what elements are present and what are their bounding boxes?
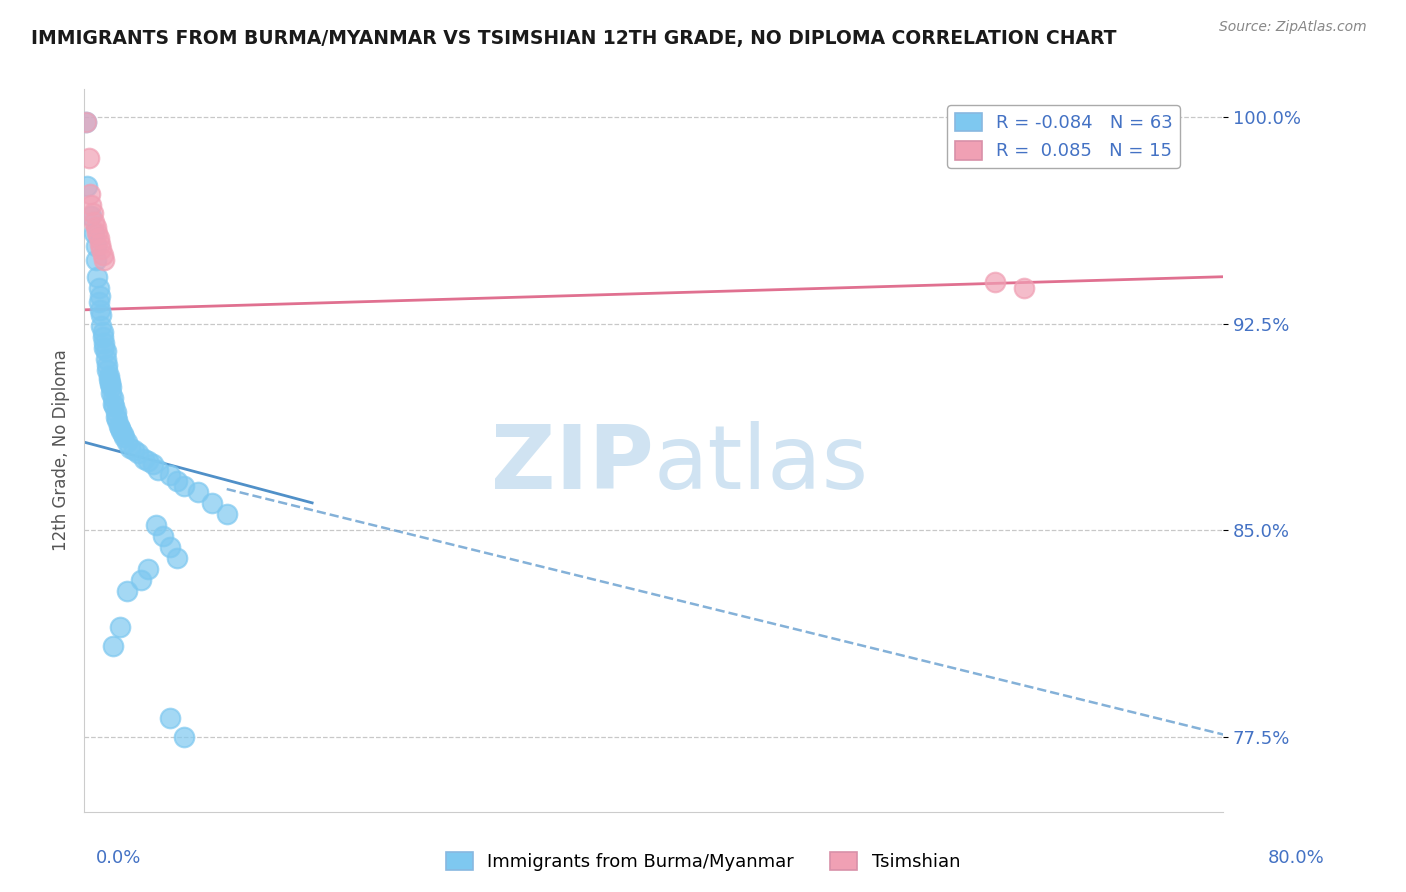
Text: Source: ZipAtlas.com: Source: ZipAtlas.com	[1219, 20, 1367, 34]
Point	[107, 418, 129, 433]
Point	[91, 247, 114, 261]
Point	[159, 468, 181, 483]
Point	[112, 430, 135, 444]
Point	[145, 517, 167, 532]
Point	[96, 358, 118, 372]
Point	[138, 454, 160, 468]
Point	[76, 178, 98, 193]
Point	[89, 289, 111, 303]
Point	[96, 363, 118, 377]
Point	[131, 573, 153, 587]
Point	[94, 344, 117, 359]
Point	[87, 231, 110, 245]
Point	[173, 731, 195, 745]
Point	[91, 325, 114, 339]
Point	[138, 562, 160, 576]
Point	[75, 115, 97, 129]
Point	[93, 253, 115, 268]
Point	[115, 435, 138, 450]
Point	[108, 620, 131, 634]
Point	[159, 540, 181, 554]
Point	[152, 529, 174, 543]
Point	[89, 302, 111, 317]
Point	[98, 377, 121, 392]
Point	[187, 484, 209, 499]
Point	[80, 209, 103, 223]
Point	[166, 474, 188, 488]
Point	[84, 253, 107, 268]
Point	[101, 391, 124, 405]
Point	[201, 496, 224, 510]
Point	[82, 206, 104, 220]
Point	[105, 413, 128, 427]
Point	[75, 115, 97, 129]
Point	[83, 226, 105, 240]
Point	[118, 441, 141, 455]
Point	[84, 220, 107, 235]
Point	[173, 479, 195, 493]
Point	[94, 352, 117, 367]
Point	[84, 239, 107, 253]
Point	[90, 309, 112, 323]
Point	[79, 186, 101, 201]
Point	[159, 711, 181, 725]
Point	[100, 380, 122, 394]
Point	[115, 584, 138, 599]
Point	[91, 330, 114, 344]
Point	[142, 457, 165, 471]
Text: 0.0%: 0.0%	[96, 849, 141, 867]
Point	[90, 319, 112, 334]
Point	[100, 385, 122, 400]
Text: IMMIGRANTS FROM BURMA/MYANMAR VS TSIMSHIAN 12TH GRADE, NO DIPLOMA CORRELATION CH: IMMIGRANTS FROM BURMA/MYANMAR VS TSIMSHI…	[31, 29, 1116, 47]
Point	[80, 198, 103, 212]
Point	[87, 281, 110, 295]
Point	[103, 400, 125, 414]
Point	[134, 451, 156, 466]
Point	[86, 269, 108, 284]
Point	[101, 640, 124, 654]
Point	[127, 446, 149, 460]
Point	[104, 410, 127, 425]
Point	[104, 405, 127, 419]
Legend: Immigrants from Burma/Myanmar, Tsimshian: Immigrants from Burma/Myanmar, Tsimshian	[439, 845, 967, 879]
Point	[111, 426, 134, 441]
Point	[93, 335, 115, 350]
Point	[83, 214, 105, 228]
Point	[122, 443, 145, 458]
Point	[110, 424, 132, 438]
Point	[97, 372, 120, 386]
Point	[1012, 281, 1035, 295]
Text: ZIP: ZIP	[491, 421, 654, 508]
Point	[77, 151, 100, 165]
Text: atlas: atlas	[654, 421, 869, 508]
Point	[166, 551, 188, 566]
Point	[89, 236, 111, 251]
Point	[984, 275, 1007, 289]
Point	[93, 342, 115, 356]
Y-axis label: 12th Grade, No Diploma: 12th Grade, No Diploma	[52, 350, 70, 551]
Point	[97, 369, 120, 384]
Point	[86, 226, 108, 240]
Point	[98, 375, 121, 389]
Point	[215, 507, 238, 521]
Point	[90, 242, 112, 256]
Point	[148, 463, 170, 477]
Point	[87, 294, 110, 309]
Legend: R = -0.084   N = 63, R =  0.085   N = 15: R = -0.084 N = 63, R = 0.085 N = 15	[948, 105, 1180, 168]
Point	[108, 421, 131, 435]
Point	[101, 396, 124, 410]
Text: 80.0%: 80.0%	[1268, 849, 1324, 867]
